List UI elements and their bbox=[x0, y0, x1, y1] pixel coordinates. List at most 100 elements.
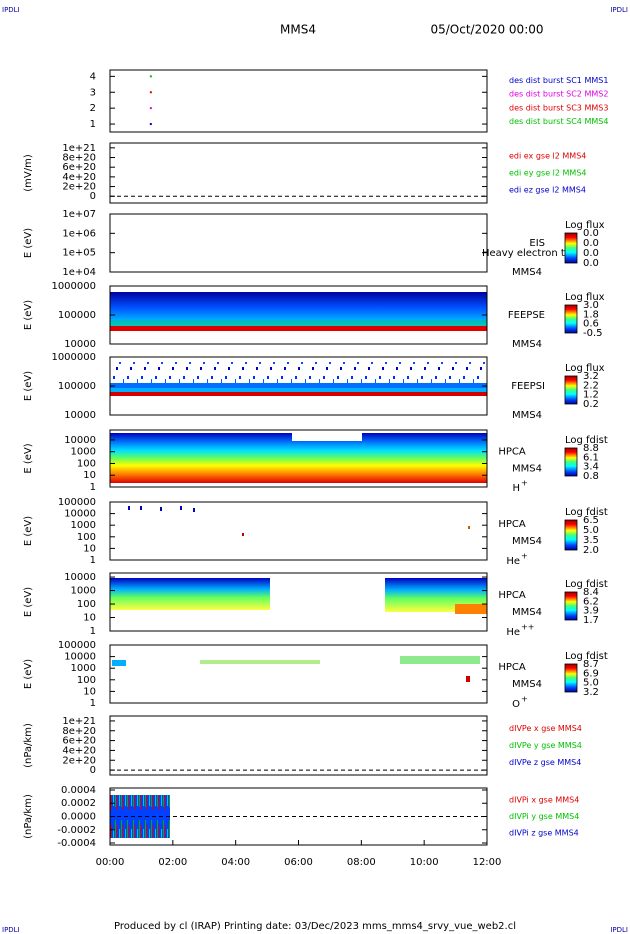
spacecraft: MMS4 bbox=[512, 607, 542, 618]
legend-entry: dIVPe x gse MMS4 bbox=[509, 724, 582, 733]
colorbar bbox=[564, 232, 578, 264]
species: He bbox=[506, 627, 520, 638]
instrument: FEEPSI bbox=[511, 381, 545, 392]
y-tick-label: 1 bbox=[90, 482, 96, 493]
panel-frame bbox=[109, 644, 488, 704]
y-tick-label: 1000 bbox=[71, 586, 96, 597]
spacecraft: MMS4 bbox=[512, 339, 542, 350]
colorbar-label: 1.8 bbox=[583, 309, 599, 320]
panel-frame bbox=[109, 501, 488, 561]
y-tick-label: 4e+20 bbox=[62, 172, 96, 183]
y-tick-label: 0.0002 bbox=[61, 798, 96, 809]
spacecraft: MMS4 bbox=[512, 536, 542, 547]
y-tick-label: 100000 bbox=[58, 310, 96, 321]
colorbar-label: 3.0 bbox=[583, 300, 599, 311]
colorbar-label: 8.8 bbox=[583, 443, 599, 454]
y-tick-label: 100 bbox=[77, 532, 96, 543]
panel-frame bbox=[109, 142, 488, 204]
y-tick-label: 1 bbox=[90, 626, 96, 637]
colorbar-label: 6.9 bbox=[583, 668, 599, 679]
spectrogram-image bbox=[110, 292, 487, 838]
colorbar-label: 2.0 bbox=[583, 545, 599, 556]
y-tick-label: 10000 bbox=[64, 435, 96, 446]
colorbar-title: Log flux bbox=[565, 292, 605, 303]
charge: + bbox=[521, 695, 528, 704]
x-tick-label: 08:00 bbox=[347, 857, 376, 868]
colorbar-label: 3.2 bbox=[583, 687, 599, 698]
species: He bbox=[506, 556, 520, 567]
legend-entry: edi ey gse l2 MMS4 bbox=[509, 169, 587, 178]
x-tick-label: 06:00 bbox=[284, 857, 313, 868]
colorbar-label: 3.2 bbox=[583, 371, 599, 382]
y-tick-label: 6e+20 bbox=[62, 162, 96, 173]
y-tick-label: 6e+20 bbox=[62, 736, 96, 747]
y-tick-label: 1e+21 bbox=[62, 143, 96, 154]
colorbar-label: 0.0 bbox=[583, 248, 599, 259]
legend-entry: des dist burst SC1 MMS1 bbox=[509, 76, 608, 85]
colorbar-label: 3.4 bbox=[583, 462, 599, 473]
colorbar bbox=[564, 447, 578, 477]
species: H bbox=[512, 483, 520, 494]
colorbar-label: 6.2 bbox=[583, 596, 599, 607]
panel-frame bbox=[109, 429, 488, 488]
y-tick-label: 100000 bbox=[58, 640, 96, 651]
panel-frame bbox=[109, 69, 488, 133]
corner-label: IPDLI bbox=[2, 926, 20, 934]
colorbar-label: 6.1 bbox=[583, 452, 599, 463]
y-tick-label: 1e+05 bbox=[62, 248, 96, 259]
colorbar bbox=[564, 375, 578, 405]
y-tick-label: 100 bbox=[77, 458, 96, 469]
y-tick-label: 10000 bbox=[64, 509, 96, 520]
x-tick-label: 00:00 bbox=[96, 857, 125, 868]
colorbar-label: 0.6 bbox=[583, 319, 599, 330]
legend-entry: des dist burst SC4 MMS4 bbox=[509, 117, 608, 126]
charge: + bbox=[521, 552, 528, 561]
y-tick-label: 10000 bbox=[64, 652, 96, 663]
y-tick-label: 0 bbox=[90, 765, 96, 776]
colorbar-label: 5.0 bbox=[583, 678, 599, 689]
instrument: EIS bbox=[529, 238, 545, 249]
corner-label: IPDLI bbox=[2, 6, 20, 14]
colorbar-label: 6.5 bbox=[583, 515, 599, 526]
colorbar bbox=[564, 591, 578, 621]
colorbar-label: 3.9 bbox=[583, 606, 599, 617]
colorbar-label: 0.8 bbox=[583, 471, 599, 482]
y-tick-label: 1 bbox=[90, 555, 96, 566]
colorbar-label: 2.2 bbox=[583, 380, 599, 391]
y-axis-label: (nPa/km) bbox=[23, 794, 34, 839]
panel-frame bbox=[109, 213, 488, 273]
charge: + bbox=[521, 479, 528, 488]
colorbar bbox=[564, 663, 578, 693]
y-tick-label: 1e+07 bbox=[62, 209, 96, 220]
colorbar-title: Log flux bbox=[565, 220, 605, 231]
instrument: FEEPSE bbox=[508, 310, 545, 321]
y-tick-label: 0 bbox=[90, 191, 96, 202]
instrument: HPCA bbox=[498, 662, 526, 673]
x-tick-label: 04:00 bbox=[221, 857, 250, 868]
y-tick-label: 100 bbox=[77, 599, 96, 610]
species: O bbox=[512, 699, 520, 710]
x-tick-label: 10:00 bbox=[410, 857, 439, 868]
y-axis-label: E (eV) bbox=[23, 443, 34, 473]
y-tick-label: 8e+20 bbox=[62, 153, 96, 164]
y-tick-label: 1 bbox=[90, 698, 96, 709]
colorbar-label: 1.2 bbox=[583, 390, 599, 401]
y-tick-label: 100 bbox=[77, 675, 96, 686]
y-tick-label: 10000 bbox=[64, 572, 96, 583]
colorbar-title: Log fdist bbox=[565, 507, 608, 518]
data-point bbox=[149, 123, 152, 126]
colorbar-label: 3.5 bbox=[583, 535, 599, 546]
y-tick-label: 2e+20 bbox=[62, 182, 96, 193]
legend-entry: dIVPi y gse MMS4 bbox=[509, 812, 579, 821]
annotation: Heavy electron to bbox=[482, 248, 571, 259]
colorbar-label: 0.0 bbox=[583, 228, 599, 239]
x-tick-label: 12:00 bbox=[473, 857, 502, 868]
title: MMS4 bbox=[280, 23, 316, 37]
y-tick-label: 3 bbox=[90, 87, 96, 98]
y-tick-label: -0.0004 bbox=[57, 838, 96, 849]
y-tick-label: 2e+20 bbox=[62, 755, 96, 766]
data-point bbox=[149, 91, 152, 94]
colorbar-label: 0.0 bbox=[583, 238, 599, 249]
y-tick-label: 10 bbox=[83, 686, 96, 697]
y-tick-label: 1 bbox=[90, 119, 96, 130]
